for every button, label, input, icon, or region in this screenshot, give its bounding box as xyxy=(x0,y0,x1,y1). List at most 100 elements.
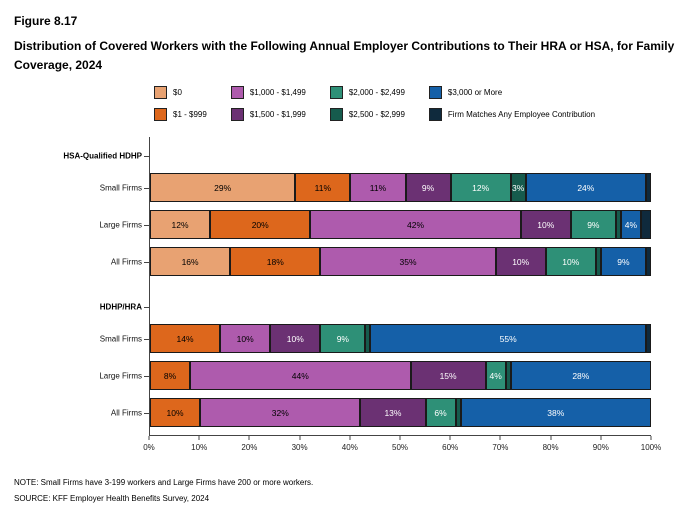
segment-value-label: 9% xyxy=(336,333,349,344)
segment-value-label: 14% xyxy=(176,333,194,344)
bar-segment: 9% xyxy=(320,324,366,354)
y-tick-mark xyxy=(144,261,150,263)
x-tick-mark xyxy=(299,436,301,441)
page: Figure 8.17 Distribution of Covered Work… xyxy=(14,14,682,504)
bar-segment: 10% xyxy=(270,324,321,354)
bar-segment: 35% xyxy=(320,247,496,277)
group-gap xyxy=(150,280,651,294)
segment-value-label: 10% xyxy=(562,256,580,267)
legend-swatch-icon xyxy=(230,108,244,122)
bar-segment: 29% xyxy=(150,173,296,203)
stacked-bar: 10% 32% 13% 6% 38% xyxy=(150,398,651,428)
legend-label: $2,000 - $2,499 xyxy=(348,88,405,98)
stacked-bar-chart: HSA-Qualified HDHP Small Firms 29% 11% 11% 9%… xyxy=(14,137,682,458)
group-header-row: HDHP/HRA xyxy=(100,294,651,320)
group-header-row: HSA-Qualified HDHP xyxy=(63,143,651,169)
segment-value-label: 4% xyxy=(624,219,638,230)
stacked-bar: 12% 20% 42% 10% 9% 4% xyxy=(150,210,651,240)
segment-value-label: 9% xyxy=(587,219,600,230)
legend-label: $0 xyxy=(173,88,182,98)
bar-segment: 16% xyxy=(150,247,231,277)
segment-value-label: 20% xyxy=(251,219,269,230)
legend-item: $2,000 - $2,499 xyxy=(329,86,405,100)
x-tick-label: 100% xyxy=(640,443,662,453)
segment-value-label: 6% xyxy=(434,407,447,418)
bar-segment: 15% xyxy=(410,361,486,391)
stacked-bar: 29% 11% 11% 9% 12% 3% 24% xyxy=(150,173,651,203)
bar-row: Small Firms 14% 10% 10% 9% 55% xyxy=(100,320,651,357)
segment-value-label: 16% xyxy=(181,256,199,267)
x-tick-mark xyxy=(148,436,150,441)
segment-value-label: 29% xyxy=(214,182,232,193)
x-tick-label: 90% xyxy=(592,443,609,453)
bar-segment: 10% xyxy=(520,210,571,240)
row-label: All Firms xyxy=(110,408,142,418)
segment-value-label: 3% xyxy=(512,182,525,193)
segment-value-label: 10% xyxy=(166,407,184,418)
x-tick-mark xyxy=(198,436,200,441)
segment-value-label: 12% xyxy=(171,219,189,230)
legend-swatch-icon xyxy=(428,108,442,122)
row-label: Small Firms xyxy=(99,334,142,344)
y-tick-mark xyxy=(144,375,150,377)
y-tick-mark xyxy=(144,156,150,158)
bar-segment: 38% xyxy=(460,398,651,428)
plot-area: HSA-Qualified HDHP Small Firms 29% 11% 11% 9%… xyxy=(63,137,651,437)
x-tick-label: 80% xyxy=(542,443,559,453)
bar-segment xyxy=(645,247,651,277)
source-text: SOURCE: KFF Employer Health Benefits Sur… xyxy=(14,494,210,504)
segment-value-label: 10% xyxy=(236,333,254,344)
legend-item: $1 - $999 xyxy=(154,108,207,122)
group-label: HSA-Qualified HDHP xyxy=(63,151,142,161)
bar-segment: 32% xyxy=(200,398,361,428)
segment-value-label: 18% xyxy=(266,256,284,267)
y-tick-mark xyxy=(144,307,150,309)
bar-segment: 44% xyxy=(190,361,411,391)
segment-value-label: 4% xyxy=(489,370,502,381)
x-tick-mark xyxy=(248,436,250,441)
x-tick-mark xyxy=(550,436,552,441)
segment-value-label: 10% xyxy=(537,219,555,230)
bar-segment: 24% xyxy=(525,173,646,203)
x-axis: 0% 10% 20% 30% 40% 50% 60% 70% 80% 90% 100% xyxy=(143,436,661,458)
row-label: Large Firms xyxy=(99,220,142,230)
y-tick-mark xyxy=(144,224,150,226)
bar-segment: 55% xyxy=(370,324,646,354)
x-tick-mark xyxy=(349,436,351,441)
x-tick-label: 70% xyxy=(492,443,509,453)
segment-value-label: 10% xyxy=(512,256,530,267)
bar-segment: 10% xyxy=(495,247,546,277)
bar-segment: 14% xyxy=(150,324,221,354)
bar-segment xyxy=(645,173,651,203)
segment-value-label: 38% xyxy=(547,407,565,418)
y-tick-mark xyxy=(144,412,150,414)
legend-item: $1,500 - $1,999 xyxy=(230,108,306,122)
bar-segment: 20% xyxy=(210,210,311,240)
figure-number: Figure 8.17 xyxy=(14,14,78,28)
segment-value-label: 11% xyxy=(369,182,387,193)
legend-swatch-icon xyxy=(154,86,167,100)
bar-row: Small Firms 29% 11% 11% 9% 12% 3% 24% xyxy=(100,169,651,206)
bar-segment: 11% xyxy=(295,173,351,203)
legend-label: Firm Matches Any Employee Contribution xyxy=(447,110,596,120)
legend-label: $2,500 - $2,999 xyxy=(348,110,405,120)
bar-row: All Firms 10% 32% 13% 6% 38% xyxy=(111,394,651,431)
segment-value-label: 35% xyxy=(399,256,417,267)
bar-segment: 10% xyxy=(150,398,201,428)
legend-label: $1,500 - $1,999 xyxy=(249,110,306,120)
bar-segment xyxy=(640,210,651,240)
bar-segment xyxy=(365,324,371,354)
bar-segment xyxy=(595,247,601,277)
legend-swatch-icon xyxy=(329,86,343,100)
segment-value-label: 44% xyxy=(291,370,309,381)
x-tick-label: 0% xyxy=(143,443,155,453)
legend-item: $2,500 - $2,999 xyxy=(329,108,405,122)
x-tick-mark xyxy=(449,436,451,441)
legend-swatch-icon xyxy=(428,86,442,100)
bar-segment: 3% xyxy=(510,173,526,203)
segment-value-label: 42% xyxy=(406,219,424,230)
bar-segment: 12% xyxy=(150,210,211,240)
segment-value-label: 9% xyxy=(421,182,435,193)
x-tick-label: 30% xyxy=(291,443,308,453)
segment-value-label: 12% xyxy=(472,182,490,193)
